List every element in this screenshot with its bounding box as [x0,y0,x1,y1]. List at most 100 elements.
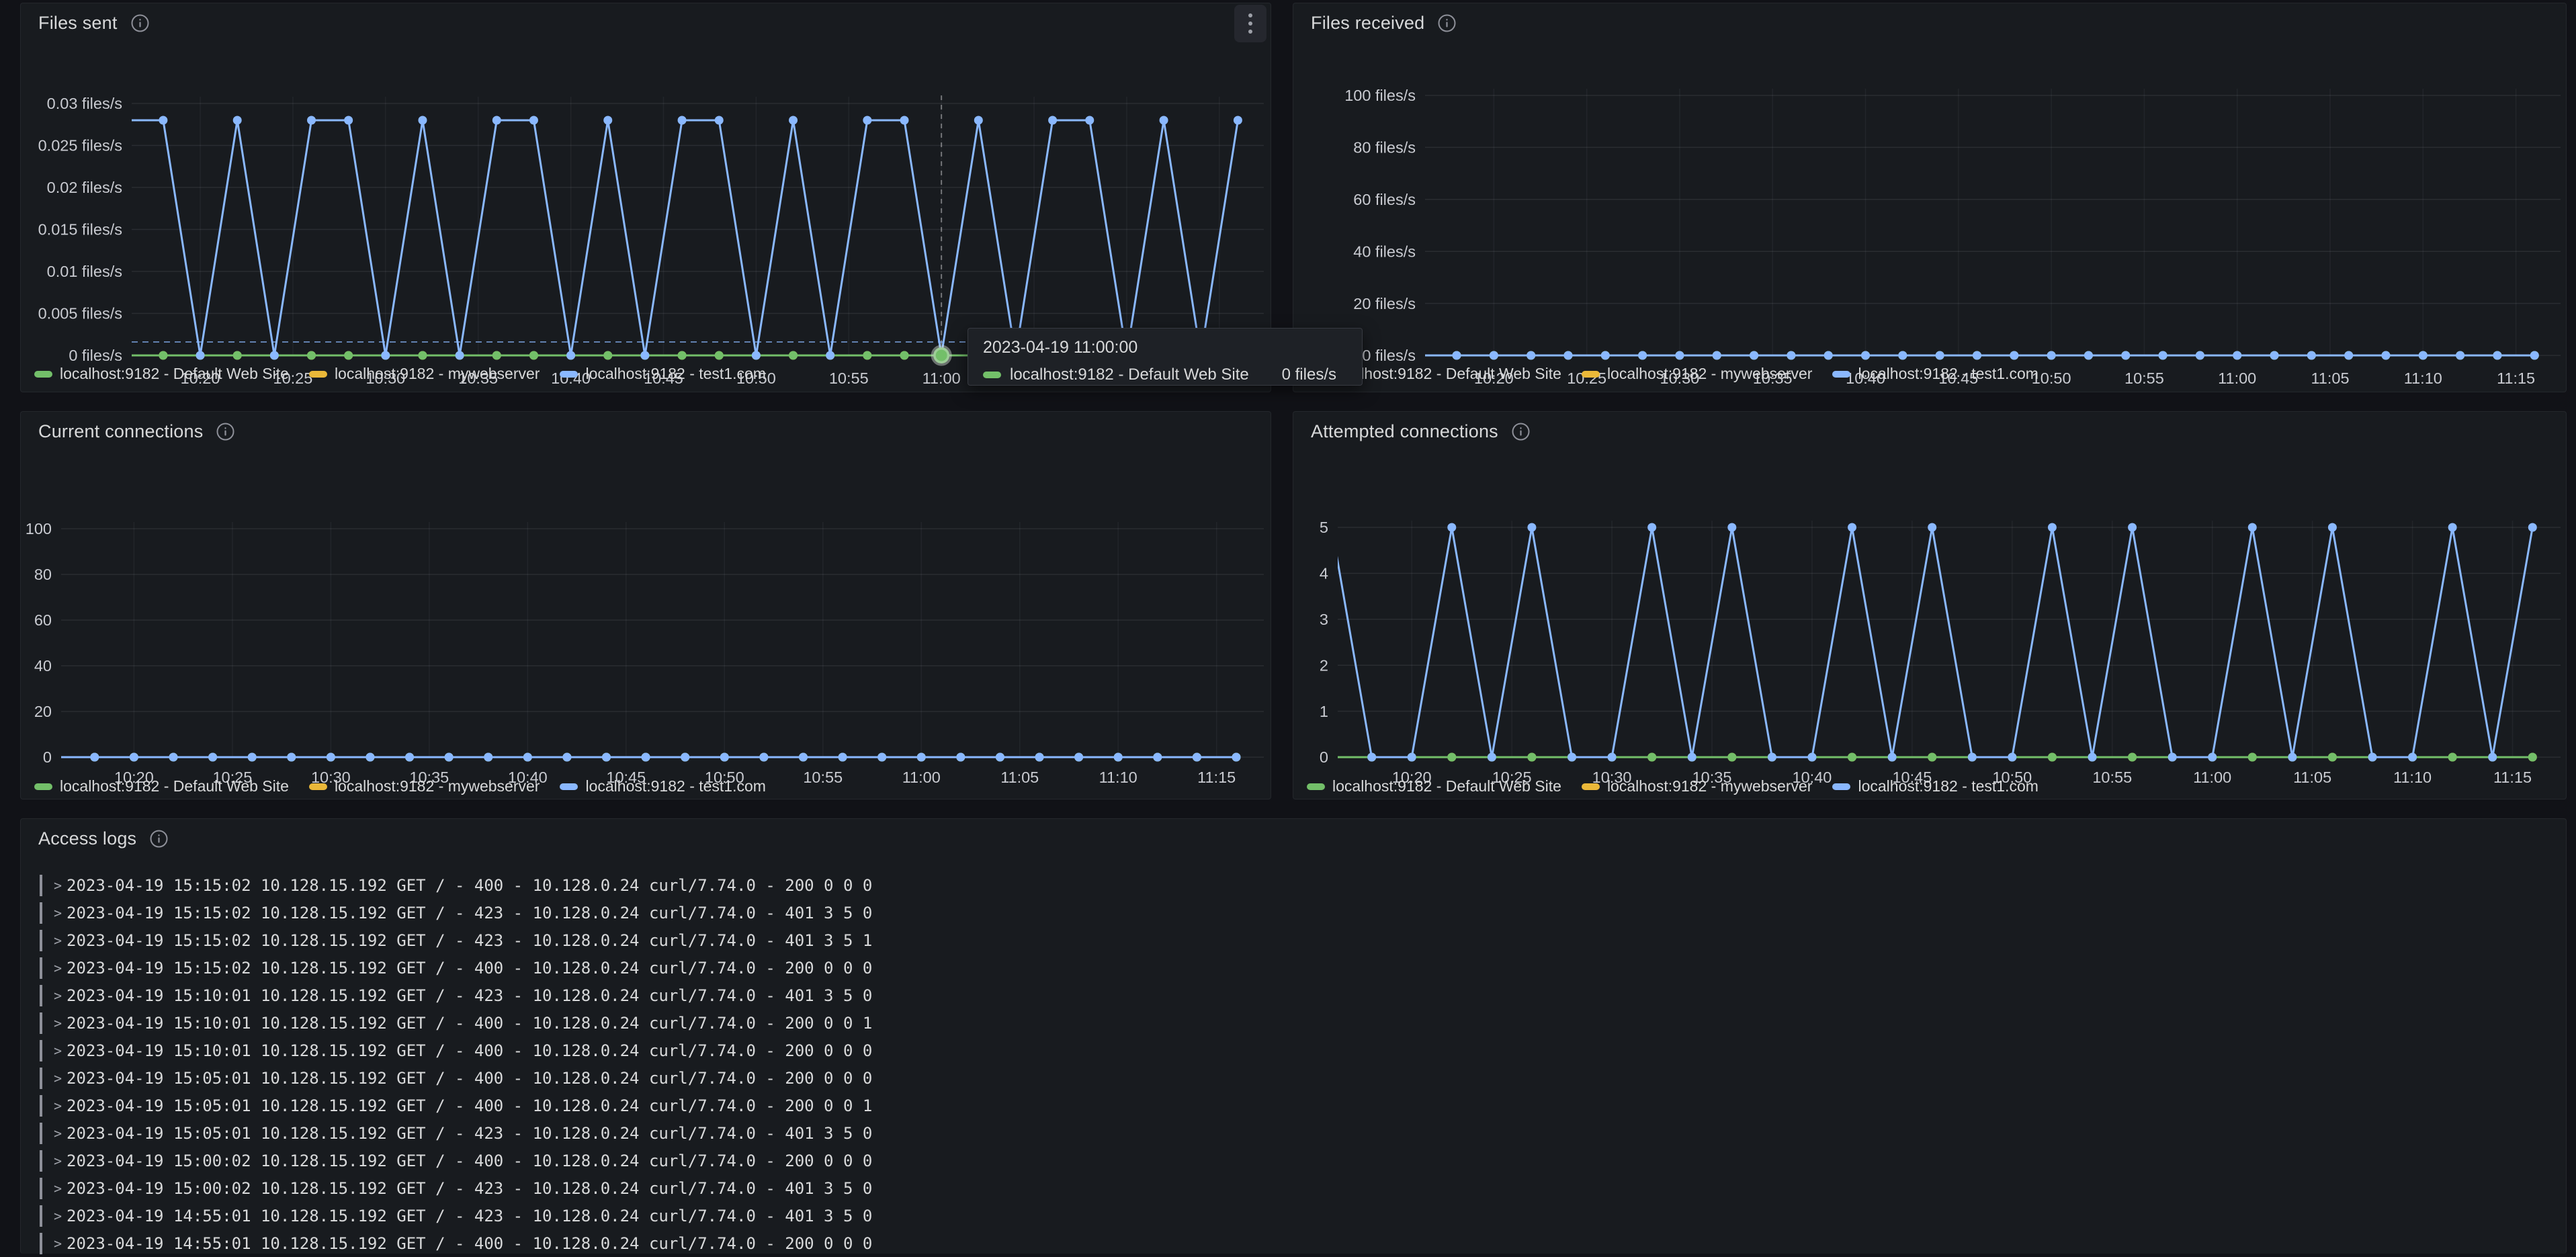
expand-chevron-icon[interactable]: > [53,1097,62,1114]
expand-chevron-icon[interactable]: > [53,877,62,894]
data-point [1787,351,1796,360]
data-point [2528,752,2537,762]
panel-attempted-connections: Attempted connections 5 4 3 2 1 0 10:20 10:25 10… [1293,411,2567,799]
log-row[interactable]: >2023-04-19 15:00:02 10.128.15.192 GET /… [40,1147,2546,1174]
data-point [1675,351,1684,360]
data-point [2128,523,2137,532]
chart-legend: localhost:9182 - Default Web Site localho… [34,777,766,795]
data-point [51,753,60,762]
log-level-bar [40,1232,42,1254]
log-row[interactable]: >2023-04-19 15:05:01 10.128.15.192 GET /… [40,1064,2546,1092]
log-row[interactable]: >2023-04-19 15:10:01 10.128.15.192 GET /… [40,1009,2546,1037]
expand-chevron-icon[interactable]: > [53,959,62,976]
data-point [529,116,538,125]
data-point [2327,752,2337,762]
data-point [838,752,847,762]
legend-item[interactable]: localhost:9182 - test1.com [1832,365,2038,383]
info-icon[interactable] [1512,423,1530,441]
x-axis-label: 11:15 [2497,370,2535,387]
y-axis-label: 100 files/s [1344,87,1416,104]
data-point [1928,752,1937,762]
panel-header: Access logs [38,827,168,850]
log-row[interactable]: >2023-04-19 15:00:02 10.128.15.192 GET /… [40,1174,2546,1202]
data-point [2307,351,2316,360]
legend-item[interactable]: localhost:9182 - mywebserver [1581,777,1812,795]
data-point [1898,351,1907,360]
expand-chevron-icon[interactable]: > [53,1125,62,1141]
data-point [720,752,729,762]
panel-title: Access logs [38,828,137,849]
legend-item[interactable]: localhost:9182 - test1.com [1832,777,2038,795]
legend-label: localhost:9182 - Default Web Site [60,365,289,382]
legend-swatch [560,783,578,790]
info-icon[interactable] [131,14,149,32]
data-point [798,752,808,762]
expand-chevron-icon[interactable]: > [53,1070,62,1086]
data-point [418,351,427,360]
x-axis-label: 11:05 [1000,769,1039,786]
data-point [2247,523,2257,532]
data-point [1568,752,1577,762]
x-axis-label: 10:50 [736,370,776,387]
legend-swatch [34,783,52,790]
log-row[interactable]: >2023-04-19 14:55:01 10.128.15.192 GET /… [40,1229,2546,1257]
expand-chevron-icon[interactable]: > [53,1180,62,1197]
data-point [405,752,415,762]
log-level-bar [40,984,42,1006]
legend-item[interactable]: localhost:9182 - Default Web Site [1307,777,1561,795]
log-row[interactable]: >2023-04-19 15:10:01 10.128.15.192 GET /… [40,982,2546,1009]
data-point [1647,752,1657,762]
data-point [51,753,60,762]
expand-chevron-icon[interactable]: > [53,1014,62,1031]
info-icon[interactable] [216,423,234,441]
data-point [1113,752,1123,762]
panel-header: Files received [1311,11,1456,34]
expand-chevron-icon[interactable]: > [53,1207,62,1224]
x-axis-label: 10:20 [114,769,154,786]
legend-item[interactable]: localhost:9182 - mywebserver [1581,365,1812,383]
panel-menu-button[interactable] [1234,5,1266,42]
data-point [995,752,1004,762]
info-icon[interactable] [150,830,168,848]
data-point [1607,752,1617,762]
data-point [641,752,650,762]
data-point [1487,752,1496,762]
data-point [714,351,724,360]
tooltip-timestamp: 2023-04-19 11:00:00 [983,338,1138,357]
log-row[interactable]: >2023-04-19 15:15:02 10.128.15.192 GET /… [40,871,2546,899]
legend-item[interactable]: localhost:9182 - Default Web Site [34,777,289,795]
data-point [2381,351,2391,360]
data-point [759,752,769,762]
y-axis-label: 2 [1320,656,1328,674]
legend-item[interactable]: localhost:9182 - mywebserver [308,365,540,383]
expand-chevron-icon[interactable]: > [53,987,62,1004]
expand-chevron-icon[interactable]: > [53,932,62,949]
data-point [2344,351,2354,360]
info-icon[interactable] [1438,14,1456,32]
log-level-bar [40,1122,42,1144]
legend-item[interactable]: localhost:9182 - mywebserver [308,777,540,795]
log-row[interactable]: >2023-04-19 15:15:02 10.128.15.192 GET /… [40,926,2546,954]
expand-chevron-icon[interactable]: > [53,1235,62,1252]
y-axis-label: 20 [34,703,52,720]
data-point [90,752,99,762]
data-point [1367,752,1377,762]
log-row[interactable]: >2023-04-19 15:05:01 10.128.15.192 GET /… [40,1119,2546,1147]
expand-chevron-icon[interactable]: > [53,1042,62,1059]
data-point [1712,351,1721,360]
expand-chevron-icon[interactable]: > [53,904,62,921]
expand-chevron-icon[interactable]: > [53,1152,62,1169]
legend-item[interactable]: localhost:9182 - Default Web Site [34,365,289,383]
log-row[interactable]: >2023-04-19 15:05:01 10.128.15.192 GET /… [40,1092,2546,1119]
log-row[interactable]: >2023-04-19 15:10:01 10.128.15.192 GET /… [40,1037,2546,1064]
log-row[interactable]: >2023-04-19 15:15:02 10.128.15.192 GET /… [40,954,2546,982]
legend-item[interactable]: localhost:9182 - test1.com [560,777,766,795]
log-level-bar [40,929,42,951]
data-point [1452,351,1461,360]
log-line-text: 2023-04-19 15:05:01 10.128.15.192 GET / … [67,1096,873,1115]
log-row[interactable]: >2023-04-19 15:15:02 10.128.15.192 GET /… [40,899,2546,926]
data-point [974,116,983,125]
data-point [2488,752,2497,762]
legend-item[interactable]: localhost:9182 - test1.com [560,365,766,383]
log-row[interactable]: >2023-04-19 14:55:01 10.128.15.192 GET /… [40,1202,2546,1229]
